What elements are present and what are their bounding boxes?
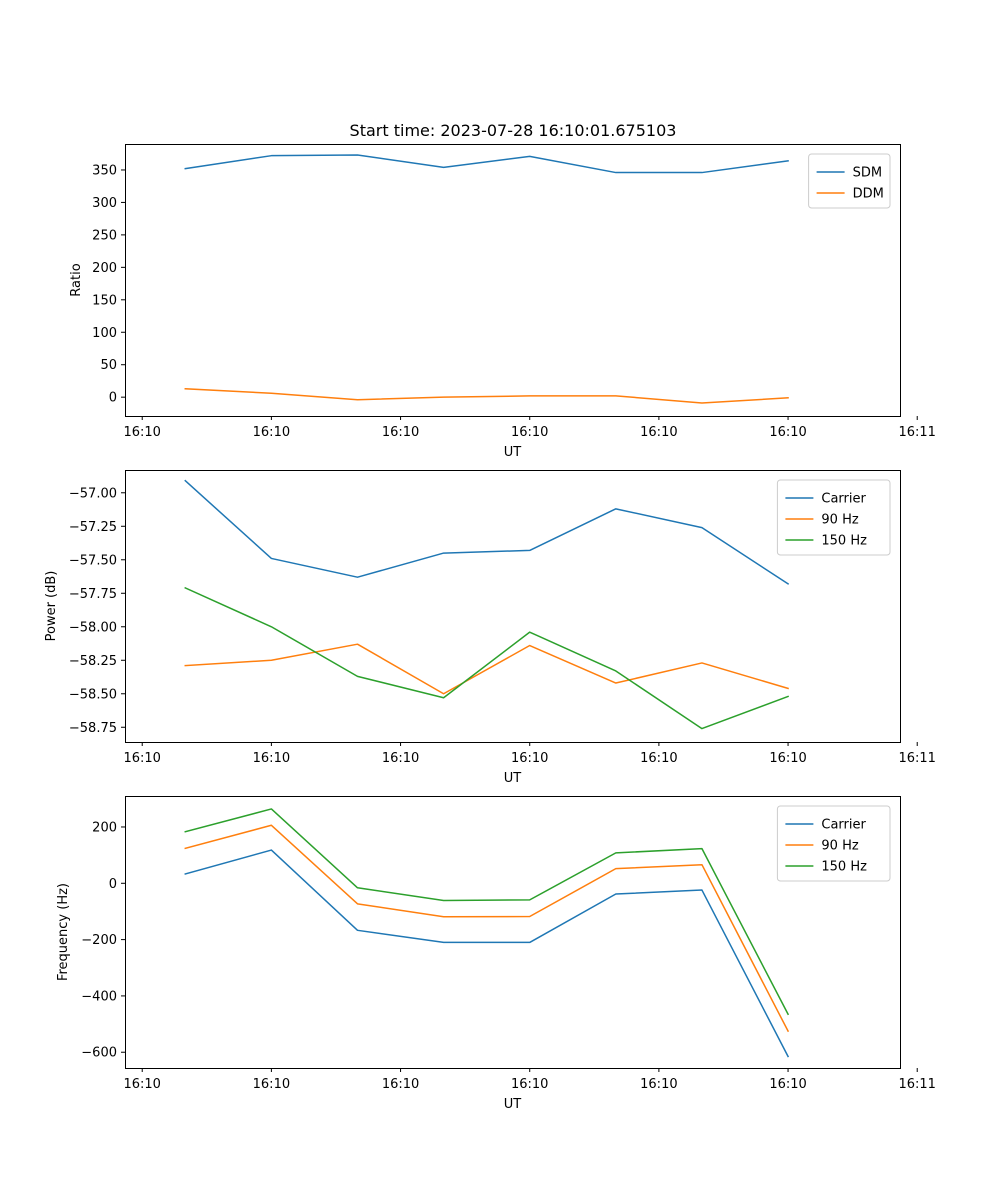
y-tick-label: −57.25 xyxy=(69,520,117,535)
axes-frame xyxy=(125,470,901,743)
y-tick-label: −58.50 xyxy=(69,687,117,702)
x-axis-label: UT xyxy=(504,1097,522,1112)
x-tick-label: 16:10 xyxy=(769,751,806,766)
legend-label-ddm: DDM xyxy=(853,187,884,202)
y-tick-label: 250 xyxy=(92,228,117,243)
x-tick-label: 16:10 xyxy=(382,1077,419,1092)
legend: Carrier 90 Hz 150 Hz xyxy=(776,805,891,882)
x-tick-label: 16:10 xyxy=(382,751,419,766)
y-tick-label: −200 xyxy=(81,933,117,948)
y-tick-label: −57.75 xyxy=(69,587,117,602)
ratio-panel: 16:10 16:10 16:10 16:10 16:10 16:10 16:11 UT 0 50… xyxy=(69,144,936,460)
x-tick-label: 16:10 xyxy=(511,751,548,766)
y-axis-label: Frequency (Hz) xyxy=(56,883,71,981)
y-tick-label: 50 xyxy=(100,358,117,373)
x-tick-label: 16:10 xyxy=(253,751,290,766)
y-axis-label: Power (dB) xyxy=(44,571,59,642)
power-panel: 16:10 16:10 16:10 16:10 16:10 16:10 16:11 UT −57… xyxy=(44,470,936,786)
x-tick-label: 16:10 xyxy=(511,1077,548,1092)
legend-label-carrier: Carrier xyxy=(821,492,866,507)
x-tick-label: 16:10 xyxy=(769,1077,806,1092)
x-tick-label: 16:10 xyxy=(769,425,806,440)
series-line-sdm xyxy=(184,154,789,174)
series-line-90-hz xyxy=(184,643,789,695)
y-tick-label: −58.00 xyxy=(69,620,117,635)
figure-title: Start time: 2023-07-28 16:10:01.675103 xyxy=(350,121,677,140)
x-tick-label: 16:10 xyxy=(123,751,160,766)
y-tick-label: −57.50 xyxy=(69,553,117,568)
x-tick-label: 16:11 xyxy=(898,751,935,766)
y-tick-label: 0 xyxy=(109,391,117,406)
legend-label-90-hz: 90 Hz xyxy=(821,839,858,854)
y-axis-label: Ratio xyxy=(69,263,84,296)
y-tick-label: 200 xyxy=(92,261,117,276)
x-axis-label: UT xyxy=(504,771,522,786)
axes-frame xyxy=(125,796,901,1069)
series-line-150-hz xyxy=(184,586,790,730)
legend-label-150-hz: 150 Hz xyxy=(821,860,867,875)
x-tick-label: 16:10 xyxy=(123,1077,160,1092)
x-tick-label: 16:11 xyxy=(898,1077,935,1092)
legend: SDM DDM xyxy=(808,153,891,209)
y-tick-label: 350 xyxy=(92,163,117,178)
x-axis-label: UT xyxy=(504,445,522,460)
x-tick-label: 16:10 xyxy=(382,425,419,440)
y-tick-label: 100 xyxy=(92,326,117,341)
x-tick-label: 16:10 xyxy=(253,425,290,440)
series-group xyxy=(184,808,790,1058)
series-line-carrier xyxy=(184,479,790,585)
y-tick-label: 300 xyxy=(92,196,117,211)
y-tick-label: 150 xyxy=(92,293,117,308)
y-tick-label: 0 xyxy=(109,877,117,892)
y-tick-label: −58.75 xyxy=(69,721,117,736)
x-tick-label: 16:10 xyxy=(640,1077,677,1092)
series-line-90-hz xyxy=(184,824,790,1033)
legend: Carrier 90 Hz 150 Hz xyxy=(776,479,891,556)
y-tick-label: −57.00 xyxy=(69,486,117,501)
y-tick-label: −58.25 xyxy=(69,654,117,669)
legend-label-90-hz: 90 Hz xyxy=(821,513,858,528)
frequency-panel: 16:10 16:10 16:10 16:10 16:10 16:10 16:11 UT 200… xyxy=(56,796,936,1112)
series-line-ddm xyxy=(184,387,789,404)
x-tick-label: 16:10 xyxy=(640,425,677,440)
x-tick-label: 16:11 xyxy=(898,425,935,440)
y-tick-label: 200 xyxy=(92,820,117,835)
series-line-150-hz xyxy=(184,808,790,1016)
x-tick-label: 16:10 xyxy=(253,1077,290,1092)
series-group xyxy=(184,154,789,404)
series-line-carrier xyxy=(184,849,790,1058)
series-group xyxy=(184,479,790,730)
legend-label-150-hz: 150 Hz xyxy=(821,534,867,549)
legend-label-sdm: SDM xyxy=(853,166,882,181)
legend-label-carrier: Carrier xyxy=(821,818,866,833)
y-tick-label: −400 xyxy=(81,989,117,1004)
legend-box xyxy=(808,153,891,209)
x-tick-label: 16:10 xyxy=(123,425,160,440)
x-tick-label: 16:10 xyxy=(640,751,677,766)
axes-frame xyxy=(125,144,901,417)
y-tick-label: −600 xyxy=(81,1046,117,1061)
x-tick-label: 16:10 xyxy=(511,425,548,440)
